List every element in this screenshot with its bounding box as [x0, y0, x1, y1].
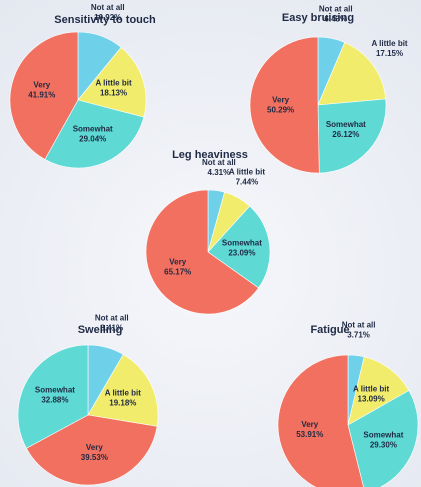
slice-value: 7.44%: [236, 178, 259, 187]
slice-value: 41.91%: [28, 91, 55, 100]
slice-label: A little bit: [371, 39, 407, 48]
slice-value: 23.09%: [228, 248, 255, 257]
slice-label: Somewhat: [326, 120, 366, 129]
pie-slice: [25, 414, 158, 486]
slice-value: 3.71%: [347, 331, 370, 340]
slice-value: 17.15%: [376, 49, 403, 58]
pie-slice: [145, 189, 259, 315]
pie-slice: [17, 344, 89, 449]
slice-label: Somewhat: [363, 430, 403, 439]
slice-value: 29.04%: [79, 134, 106, 143]
slice-label: A little bit: [105, 389, 141, 398]
pie-slice: [77, 46, 147, 118]
pie-slice: [347, 390, 419, 487]
slice-label: Not at all: [319, 5, 353, 14]
slice-label: Not at all: [202, 158, 236, 167]
slice-label: Very: [33, 81, 50, 90]
slice-value: 6.43%: [324, 15, 347, 24]
pie-slice: [87, 354, 159, 427]
chart-title: Easy bruising: [282, 12, 354, 24]
slice-value: 26.12%: [332, 130, 359, 139]
slice-value: 39.53%: [81, 453, 108, 462]
pie-slice: [317, 98, 387, 174]
chart-title: Swelling: [78, 324, 123, 336]
slice-label: A little bit: [353, 384, 389, 393]
chart-title: Fatigue: [310, 324, 349, 336]
slice-label: Very: [272, 95, 289, 104]
pie-slice: [9, 31, 79, 160]
pie-slice: [207, 205, 271, 289]
slice-value: 32.88%: [41, 395, 68, 404]
slice-label: Not at all: [342, 321, 376, 330]
slice-value: 8.41%: [100, 323, 123, 332]
slice-value: 13.09%: [358, 394, 385, 403]
slice-label: Somewhat: [222, 238, 262, 247]
slice-value: 50.29%: [267, 105, 294, 114]
pie-slice: [249, 36, 320, 174]
slice-value: 53.91%: [296, 430, 323, 439]
slice-label: Somewhat: [73, 124, 113, 133]
slice-label: Very: [86, 443, 103, 452]
pie-slice: [317, 42, 387, 106]
pie-slice: [277, 354, 364, 487]
slice-label: Very: [301, 420, 318, 429]
chart-title: Sensitivity to touch: [54, 14, 156, 26]
slice-value: 4.31%: [208, 168, 231, 177]
slice-label: A little bit: [229, 168, 265, 177]
slice-value: 10.92%: [94, 13, 121, 22]
slice-value: 19.18%: [109, 399, 136, 408]
pie-slice: [44, 99, 145, 169]
slice-label: Not at all: [91, 3, 125, 12]
slice-label: Very: [169, 258, 186, 267]
slice-label: Somewhat: [35, 385, 75, 394]
slice-label: Not at all: [95, 313, 129, 322]
slice-label: A little bit: [95, 79, 131, 88]
slice-value: 18.13%: [100, 89, 127, 98]
slice-value: 65.17%: [164, 268, 191, 277]
slice-value: 29.30%: [370, 440, 397, 449]
pie-slice: [347, 356, 410, 426]
chart-title: Leg heaviness: [172, 149, 248, 161]
